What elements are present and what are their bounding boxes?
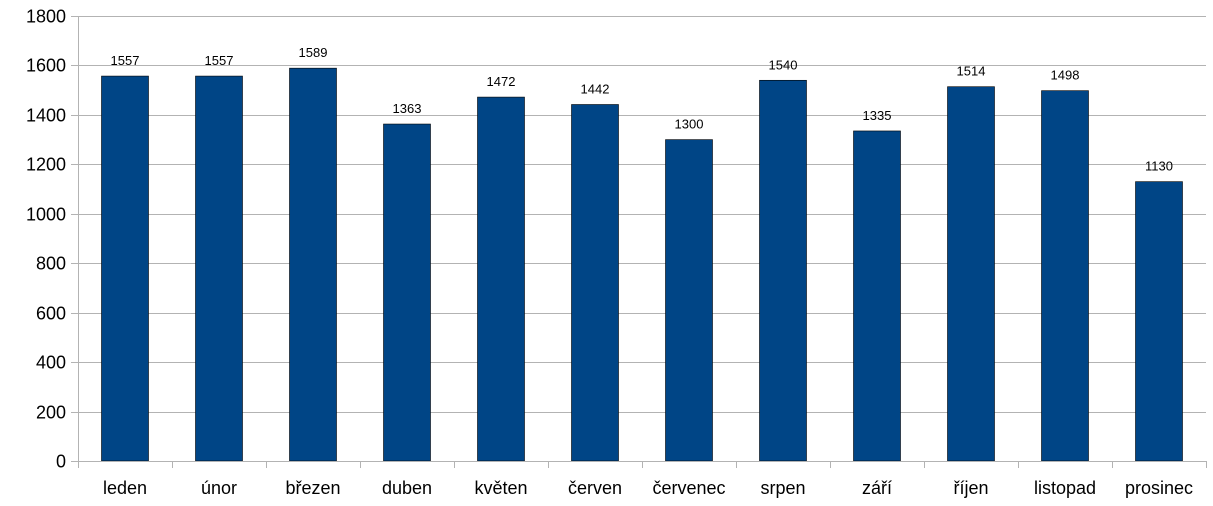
bar-2 [289, 67, 337, 462]
data-label: 1589 [299, 45, 328, 60]
x-tick-label: prosinec [1125, 478, 1193, 498]
bar-4 [477, 96, 525, 462]
bar-7 [759, 79, 807, 462]
data-label: 1130 [1145, 159, 1173, 174]
y-tick-label: 800 [36, 254, 66, 274]
bar-1 [195, 75, 243, 462]
data-label: 1363 [393, 101, 422, 116]
data-label: 1514 [957, 64, 986, 79]
bar-10 [1041, 90, 1089, 462]
bars [101, 67, 1183, 462]
bar-3 [383, 123, 431, 462]
bar-0 [101, 75, 149, 462]
bar-5 [571, 104, 619, 462]
data-label: 1498 [1051, 68, 1080, 83]
y-tick-label: 1400 [26, 106, 66, 126]
x-tick-label: říjen [953, 478, 988, 498]
y-tick-label: 600 [36, 304, 66, 324]
bar-9 [947, 86, 995, 462]
y-tick-label: 1000 [26, 205, 66, 225]
x-tick-label: srpen [760, 478, 805, 498]
data-label: 1300 [675, 117, 704, 132]
data-label: 1540 [769, 57, 798, 72]
y-tick-label: 0 [56, 452, 66, 472]
y-tick-label: 1600 [26, 56, 66, 76]
x-tick-label: červen [568, 478, 622, 498]
y-tick-label: 1200 [26, 155, 66, 175]
bar-6 [665, 139, 713, 462]
data-label: 1335 [863, 108, 892, 123]
y-tick-label: 1800 [26, 7, 66, 27]
axes [71, 16, 1207, 468]
x-tick-label: červenec [652, 478, 725, 498]
gridlines [78, 16, 1206, 413]
y-tick-label: 200 [36, 403, 66, 423]
x-tick-label: březen [285, 478, 340, 498]
data-label: 1442 [581, 82, 610, 97]
x-tick-label: únor [201, 478, 237, 498]
x-tick-label: duben [382, 478, 432, 498]
x-tick-label: květen [474, 478, 527, 498]
bar-8 [853, 130, 901, 462]
data-label: 1472 [487, 74, 516, 89]
x-tick-label: září [862, 478, 892, 498]
y-tick-label: 400 [36, 353, 66, 373]
x-tick-label: listopad [1034, 478, 1096, 498]
bar-11 [1135, 181, 1183, 462]
data-label: 1557 [205, 53, 234, 68]
x-tick-label: leden [103, 478, 147, 498]
labels: 0 200 400 600 800 1000 1200 1400 1600 1800 1557 led… [26, 7, 1193, 499]
data-label: 1557 [111, 53, 140, 68]
